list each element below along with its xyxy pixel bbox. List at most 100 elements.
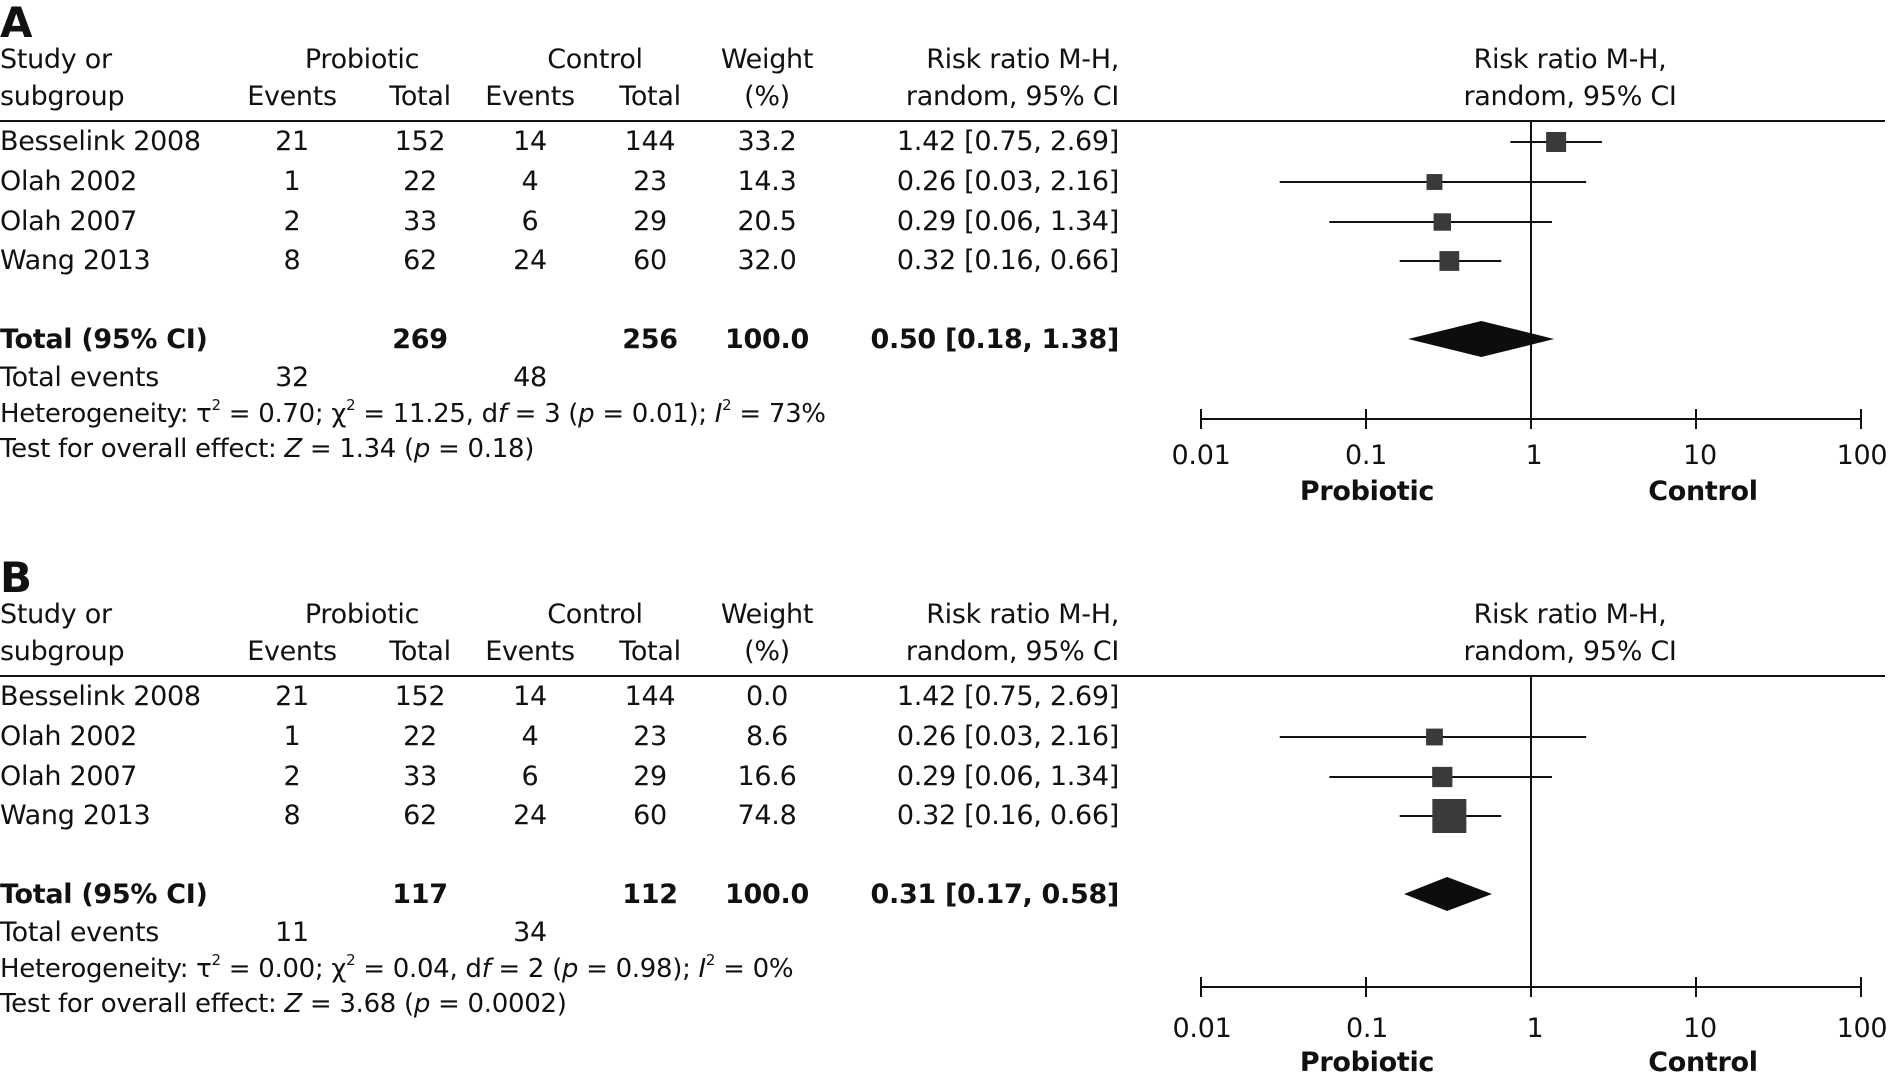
heterogeneity-prefix: Heterogeneity: τ (0, 954, 212, 984)
control-events: 6 (521, 761, 539, 792)
control-events: 24 (513, 800, 547, 831)
tau2-value: 0.70 (258, 399, 315, 429)
study-name: Olah 2002 (0, 721, 138, 752)
probiotic-events: 21 (275, 681, 309, 712)
axis-tick-label: 0.01 (1171, 440, 1231, 471)
probiotic-events: 8 (283, 245, 301, 276)
study-weight-square (1426, 728, 1443, 746)
overall-p-value: 0.18 (467, 434, 525, 464)
risk-ratio: 0.32 [0.16, 0.66] (896, 245, 1119, 276)
weight: 33.2 (737, 126, 797, 157)
total-events-label: Total events (0, 362, 160, 393)
axis-tick-label: 1 (1525, 440, 1543, 471)
probiotic-events: 1 (283, 721, 301, 752)
z-value: 1.34 (339, 434, 397, 464)
header-study-line1: Study or (0, 44, 112, 75)
i2-value: 0% (752, 954, 794, 984)
control-total: 29 (633, 761, 667, 792)
total-weight: 100.0 (725, 879, 809, 910)
header-divider (0, 675, 1885, 677)
header-probiotic-events: Events (247, 636, 337, 667)
favours-probiotic-label: Probiotic (1299, 476, 1435, 507)
overall-effect-text: Test for overall effect: Z = 3.68 (p = 0… (0, 989, 567, 1019)
study-weight-square (1432, 766, 1453, 788)
study-name: Olah 2007 (0, 206, 138, 237)
total-control: 256 (622, 324, 678, 355)
header-weight-line1: Weight (720, 599, 814, 630)
probiotic-total: 33 (403, 206, 437, 237)
probiotic-events: 2 (283, 206, 301, 237)
study-name: Olah 2007 (0, 761, 138, 792)
panel-label: B (0, 553, 33, 602)
risk-ratio: 1.42 [0.75, 2.69] (896, 681, 1119, 712)
overall-effect-prefix: Test for overall effect: (0, 989, 285, 1019)
study-name: Wang 2013 (0, 800, 151, 831)
total-probiotic: 269 (392, 324, 448, 355)
header-probiotic-total: Total (389, 636, 451, 667)
header-probiotic: Probiotic (304, 44, 420, 75)
total-probiotic: 117 (392, 879, 448, 910)
z-value: 3.68 (339, 989, 397, 1019)
header-weight-line2: (%) (744, 81, 790, 112)
total-label: Total (95% CI) (0, 324, 208, 355)
weight: 0.0 (745, 681, 789, 712)
chi2-value: 11.25 (392, 399, 466, 429)
axis-tick-label: 1 (1526, 1013, 1544, 1044)
probiotic-total: 152 (394, 681, 446, 712)
forest-panel-b: B Study or subgroup Probiotic Control Ev… (0, 553, 1889, 1076)
panel-label: A (0, 0, 33, 47)
axis-tick-label: 10 (1683, 440, 1717, 471)
overall-p-value: 0.0002 (467, 989, 557, 1019)
risk-ratio: 0.26 [0.03, 2.16] (896, 721, 1119, 752)
total-label: Total (95% CI) (0, 879, 208, 910)
weight: 8.6 (745, 721, 789, 752)
control-events: 14 (513, 681, 547, 712)
header-probiotic-total: Total (389, 81, 451, 112)
weight: 32.0 (737, 245, 797, 276)
control-total: 60 (633, 800, 667, 831)
study-weight-square (1426, 174, 1443, 190)
header-control: Control (547, 44, 643, 75)
study-weight-square (1439, 251, 1460, 271)
risk-ratio: 1.42 [0.75, 2.69] (896, 126, 1119, 157)
pooled-effect-diamond (1404, 877, 1492, 911)
total-events-probiotic: 32 (275, 362, 309, 393)
header-plot-line1: Risk ratio M-H, (1473, 599, 1667, 630)
control-total: 23 (633, 721, 667, 752)
axis-tick-label: 0.1 (1345, 1013, 1389, 1044)
weight: 14.3 (737, 166, 797, 197)
control-events: 6 (521, 206, 539, 237)
control-total: 23 (633, 166, 667, 197)
weight: 74.8 (737, 800, 797, 831)
risk-ratio: 0.26 [0.03, 2.16] (896, 166, 1119, 197)
control-events: 4 (521, 721, 539, 752)
header-study-line2: subgroup (0, 636, 125, 667)
probiotic-events: 1 (283, 166, 301, 197)
total-risk-ratio: 0.50 [0.18, 1.38] (870, 324, 1120, 355)
axis-tick-label: 100 (1836, 1013, 1888, 1044)
study-name: Besselink 2008 (0, 681, 201, 712)
df-value: 3 (544, 399, 561, 429)
study-name: Wang 2013 (0, 245, 151, 276)
header-rr-line1: Risk ratio M-H, (926, 599, 1119, 630)
axis-tick-label: 100 (1836, 440, 1888, 471)
axis-tick-label: 0.01 (1172, 1013, 1232, 1044)
risk-ratio: 0.29 [0.06, 1.34] (896, 761, 1119, 792)
heterogeneity-p-value: 0.98 (615, 954, 673, 984)
heterogeneity-text: Heterogeneity: τ2 = 0.70; χ2 = 11.25, df… (0, 396, 826, 429)
df-value: 2 (527, 954, 545, 984)
forest-plot-b (1200, 676, 1862, 997)
header-divider (0, 120, 1885, 122)
axis-tick-label: 0.1 (1344, 440, 1388, 471)
header-control-total: Total (619, 81, 681, 112)
header-study-line1: Study or (0, 599, 112, 630)
study-weight-square (1433, 213, 1452, 231)
header-weight-line2: (%) (744, 636, 790, 667)
overall-effect-prefix: Test for overall effect: (0, 434, 285, 464)
control-events: 4 (521, 166, 539, 197)
control-total: 144 (624, 126, 676, 157)
header-weight-line1: Weight (720, 44, 814, 75)
control-events: 14 (513, 126, 547, 157)
forest-plot-a (1200, 121, 1862, 429)
pooled-effect-diamond (1408, 321, 1555, 357)
